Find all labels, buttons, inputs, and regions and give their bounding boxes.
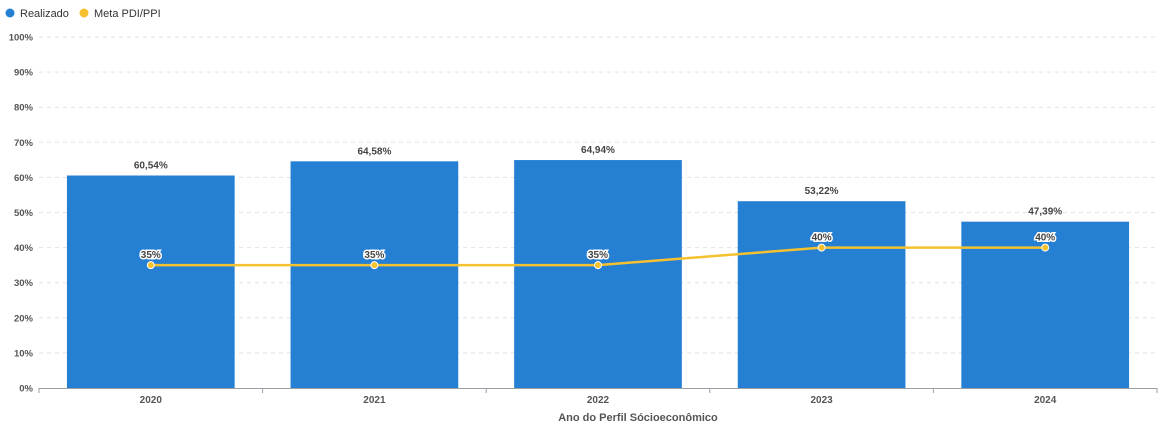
legend-label-realizado: Realizado <box>20 8 69 20</box>
bar-realizado[interactable] <box>66 175 235 388</box>
y-tick-label: 70% <box>14 138 34 149</box>
legend-marker-realizado <box>5 8 15 18</box>
bar-data-label: 64,58% <box>357 146 391 157</box>
bar-data-labels: 60,54% 64,58% 64,94% 53,22% 47,39% <box>134 145 1062 218</box>
y-tick-label: 80% <box>14 103 34 114</box>
y-axis-ticks: 0% 10% 20% 30% 40% 50% 60% 70% 80% 90% 100% <box>9 33 34 395</box>
meta-line: 35%35% 35%35% 35%35%40%40% 40%40% <box>139 231 1057 270</box>
meta-data-label: 35% <box>588 250 608 261</box>
x-tick-label: 2023 <box>810 395 833 406</box>
meta-point[interactable] <box>817 243 826 252</box>
x-tick-label: 2022 <box>587 395 610 406</box>
y-tick-label: 0% <box>19 384 33 395</box>
bar-data-label: 64,94% <box>581 145 615 156</box>
meta-data-label: 40% <box>812 233 832 244</box>
bar-data-label: 53,22% <box>805 186 839 197</box>
meta-data-label-halo: 40% <box>1035 233 1055 244</box>
y-tick-label: 50% <box>14 208 34 219</box>
legend: Realizado Meta PDI/PPI <box>5 8 161 20</box>
legend-item-realizado[interactable]: Realizado <box>5 8 69 20</box>
y-tick-label: 40% <box>14 243 34 254</box>
legend-marker-meta <box>79 8 89 18</box>
meta-data-label: 35% <box>141 250 161 261</box>
y-tick-label: 10% <box>14 348 34 359</box>
x-tick-label: 2024 <box>1034 395 1057 406</box>
bar-data-label: 60,54% <box>134 161 168 172</box>
x-axis-title: Ano do Perfil Sócioeconômico <box>558 412 718 424</box>
meta-data-label-halo: 35% <box>364 250 384 261</box>
meta-point[interactable] <box>1041 243 1050 252</box>
meta-point[interactable] <box>594 261 602 270</box>
x-axis-ticks: 2020 2021 2022 2023 2024 <box>140 395 1057 406</box>
bar-realizado[interactable] <box>290 161 459 388</box>
y-tick-label: 60% <box>14 173 34 184</box>
legend-item-meta[interactable]: Meta PDI/PPI <box>79 8 161 20</box>
x-tick-label: 2020 <box>140 395 163 406</box>
bar-realizado[interactable] <box>514 160 682 388</box>
meta-point[interactable] <box>370 261 379 270</box>
x-tick-label: 2021 <box>363 395 386 406</box>
meta-data-label-halo: 40% <box>812 233 832 244</box>
meta-data-label-halo: 35% <box>588 250 608 261</box>
bar-data-label: 47,39% <box>1028 207 1062 218</box>
bars <box>66 160 1130 388</box>
bar-realizado[interactable] <box>737 201 906 388</box>
x-axis <box>38 388 1158 393</box>
y-tick-label: 90% <box>14 68 34 79</box>
y-tick-label: 100% <box>9 33 34 44</box>
legend-label-meta: Meta PDI/PPI <box>94 8 161 20</box>
y-tick-label: 30% <box>14 278 34 289</box>
meta-data-label: 35% <box>364 250 384 261</box>
meta-data-label-halo: 35% <box>141 250 161 261</box>
y-tick-label: 20% <box>14 313 34 324</box>
meta-point[interactable] <box>146 261 155 270</box>
meta-data-label: 40% <box>1035 233 1055 244</box>
